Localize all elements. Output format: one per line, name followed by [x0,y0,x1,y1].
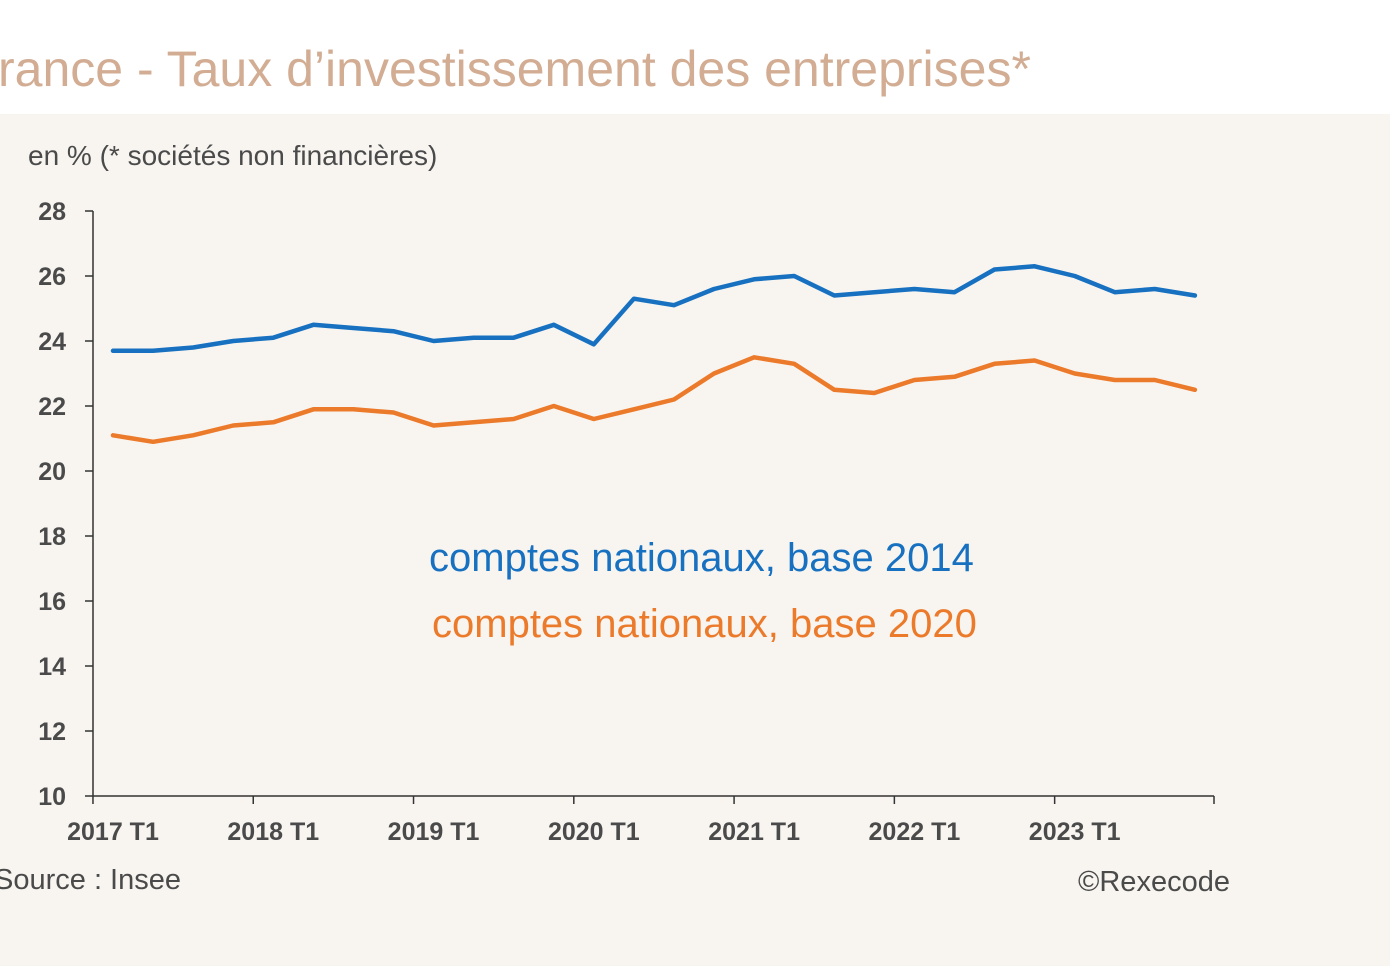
y-axis-unit-label: en % (* sociétés non financières) [28,140,438,171]
y-tick-label: 10 [38,783,66,811]
copyright-note: ©Rexecode [1078,866,1230,898]
axes [92,211,1214,797]
y-ticks: 10 12 14 16 18 20 22 24 26 28 [38,198,93,811]
series-label-base-2014: comptes nationaux, base 2014 [429,536,974,580]
x-tick-label: 2022 T1 [869,818,961,846]
x-tick-label: 2023 T1 [1029,818,1121,846]
y-tick-label: 24 [38,328,66,356]
y-tick-label: 14 [38,653,66,681]
series-lines [110,264,1198,445]
chart-title: rance - Taux d’investissement des entrep… [0,41,1031,97]
y-tick-label: 18 [38,523,66,551]
source-note: Source : Insee [0,864,181,896]
y-tick-label: 20 [38,458,66,486]
y-tick-label: 12 [38,718,66,746]
x-tick-label: 2021 T1 [708,818,800,846]
x-tick-label: 2018 T1 [227,818,319,846]
series-label-base-2020: comptes nationaux, base 2020 [432,602,977,646]
y-tick-label: 16 [38,588,66,616]
x-tick-label: 2019 T1 [388,818,480,846]
x-tick-label: 2017 T1 [67,818,159,846]
series-line-base-2014 [110,264,1198,354]
chart-panel [0,114,1390,966]
y-tick-label: 26 [38,263,66,291]
y-tick-label: 28 [38,198,66,226]
x-tick-label: 2020 T1 [548,818,640,846]
x-ticks: 2017 T1 2018 T1 2019 T1 2020 T1 2021 T1 2022 … [67,796,1215,846]
series-line-base-2020 [110,355,1198,445]
y-tick-label: 22 [38,393,66,421]
